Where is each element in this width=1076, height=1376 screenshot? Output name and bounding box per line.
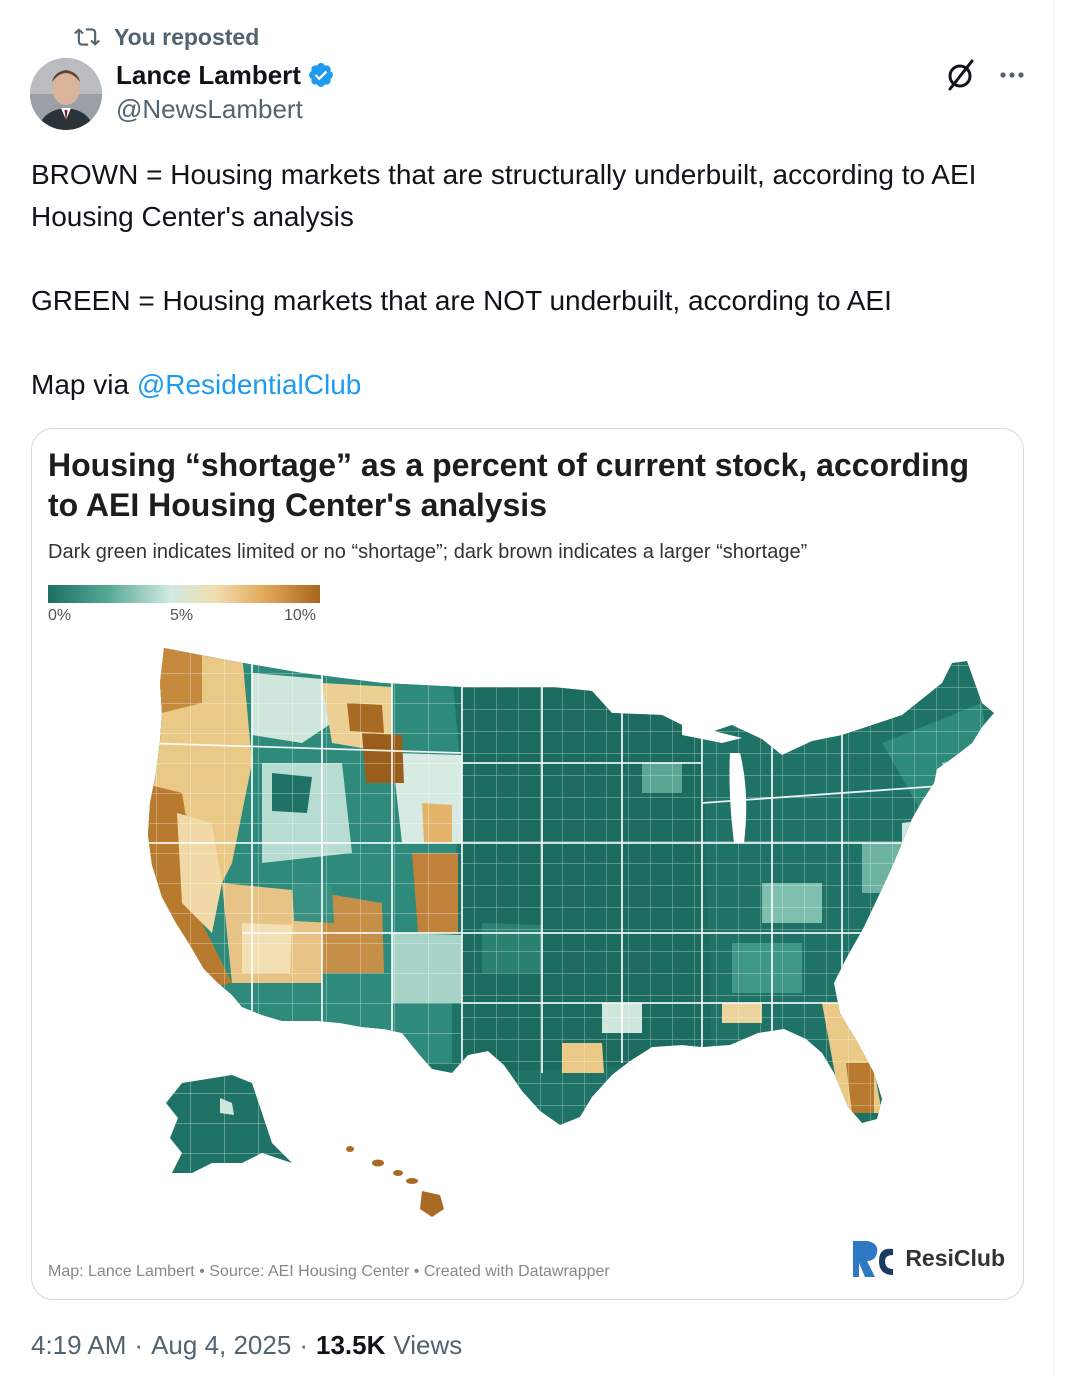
hawaii (346, 1146, 444, 1217)
alaska (166, 1075, 292, 1173)
views-label: Views (393, 1330, 463, 1360)
us-county-map (148, 648, 994, 1217)
avatar[interactable] (30, 58, 102, 130)
legend-gradient (48, 585, 320, 603)
tweet-line-green: GREEN = Housing markets that are NOT und… (31, 285, 892, 316)
author-block[interactable]: Lance Lambert @NewsLambert (116, 58, 335, 125)
author-name[interactable]: Lance Lambert (116, 59, 301, 90)
map-title: Housing “shortage” as a percent of curre… (48, 447, 970, 523)
map-footer: Map: Lance Lambert • Source: AEI Housing… (48, 1263, 610, 1280)
timeline-divider (1053, 0, 1054, 1376)
author-handle[interactable]: @NewsLambert (116, 94, 303, 124)
resiclub-brand: ResiClub (849, 1235, 1005, 1281)
tweet-line-brown: BROWN = Housing markets that are structu… (31, 159, 977, 232)
mention-link[interactable]: @ResidentialClub (136, 369, 362, 400)
more-options-icon[interactable] (998, 61, 1026, 89)
legend-tick-5: 5% (170, 607, 194, 624)
views-count: 13.5K (315, 1330, 386, 1360)
lake-michigan (729, 753, 747, 843)
media-card[interactable]: Housing “shortage” as a percent of curre… (31, 428, 1024, 1300)
tweet-date[interactable]: Aug 4, 2025 (151, 1330, 292, 1360)
avatar-image (30, 58, 102, 130)
map-subtitle: Dark green indicates limited or no “shor… (48, 541, 808, 563)
grok-icon[interactable] (946, 58, 976, 92)
map-legend: 0% 5% 10% (48, 585, 320, 629)
tweet-meta: 4:19 AM · Aug 4, 2025 · 13.5K Views (31, 1330, 462, 1361)
legend-tick-10: 10% (284, 607, 317, 624)
tweet-source-prefix: Map via (31, 369, 137, 400)
meta-separator: · (134, 1330, 144, 1360)
repost-indicator[interactable]: You reposted (74, 22, 259, 52)
tweet-time[interactable]: 4:19 AM (31, 1330, 127, 1360)
tweet-text: BROWN = Housing markets that are structu… (31, 154, 1031, 406)
resiclub-name: ResiClub (905, 1244, 1005, 1271)
legend-tick-0: 0% (48, 607, 72, 624)
repost-icon (74, 28, 100, 46)
meta-separator: · (299, 1330, 308, 1360)
repost-label: You reposted (114, 23, 260, 50)
tweet-line-source: Map via @ResidentialClub (31, 364, 1031, 406)
resiclub-logo-icon (853, 1241, 894, 1277)
verified-badge-icon[interactable] (307, 61, 335, 89)
